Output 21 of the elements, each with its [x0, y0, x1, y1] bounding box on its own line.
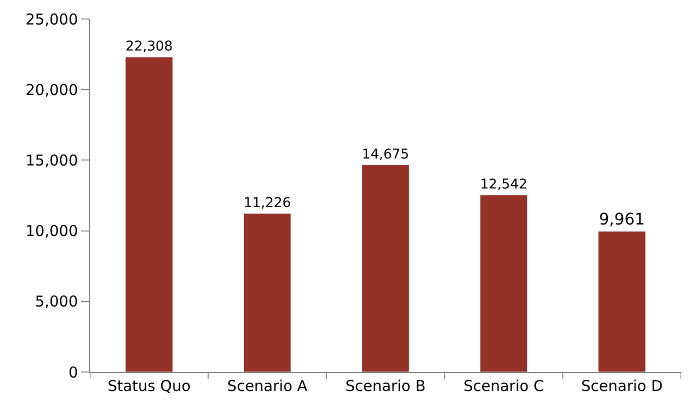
- x-tick-label: Scenario A: [227, 377, 308, 395]
- x-tick-label: Scenario D: [581, 377, 663, 395]
- bar: [362, 164, 410, 372]
- data-label: 12,542: [480, 176, 528, 193]
- y-tick-label: 0: [68, 363, 78, 382]
- x-tick-label: Status Quo: [108, 377, 191, 395]
- y-tick-label: 5,000: [35, 292, 78, 311]
- bar: [598, 231, 646, 372]
- bar: [125, 56, 173, 372]
- data-label: 11,226: [244, 195, 291, 212]
- bar: [243, 213, 292, 372]
- data-label: 22,308: [125, 38, 173, 55]
- data-label: 9,961: [598, 209, 645, 228]
- y-tick-label: 25,000: [26, 10, 78, 28]
- x-tick-label: Scenario B: [345, 377, 426, 395]
- y-tick-label: 10,000: [26, 222, 78, 240]
- y-tick-label: 15,000: [26, 151, 78, 170]
- bar: [480, 194, 528, 372]
- data-label: 14,675: [362, 146, 410, 162]
- x-tick-label: Scenario C: [463, 377, 544, 395]
- y-tick-label: 20,000: [26, 80, 78, 99]
